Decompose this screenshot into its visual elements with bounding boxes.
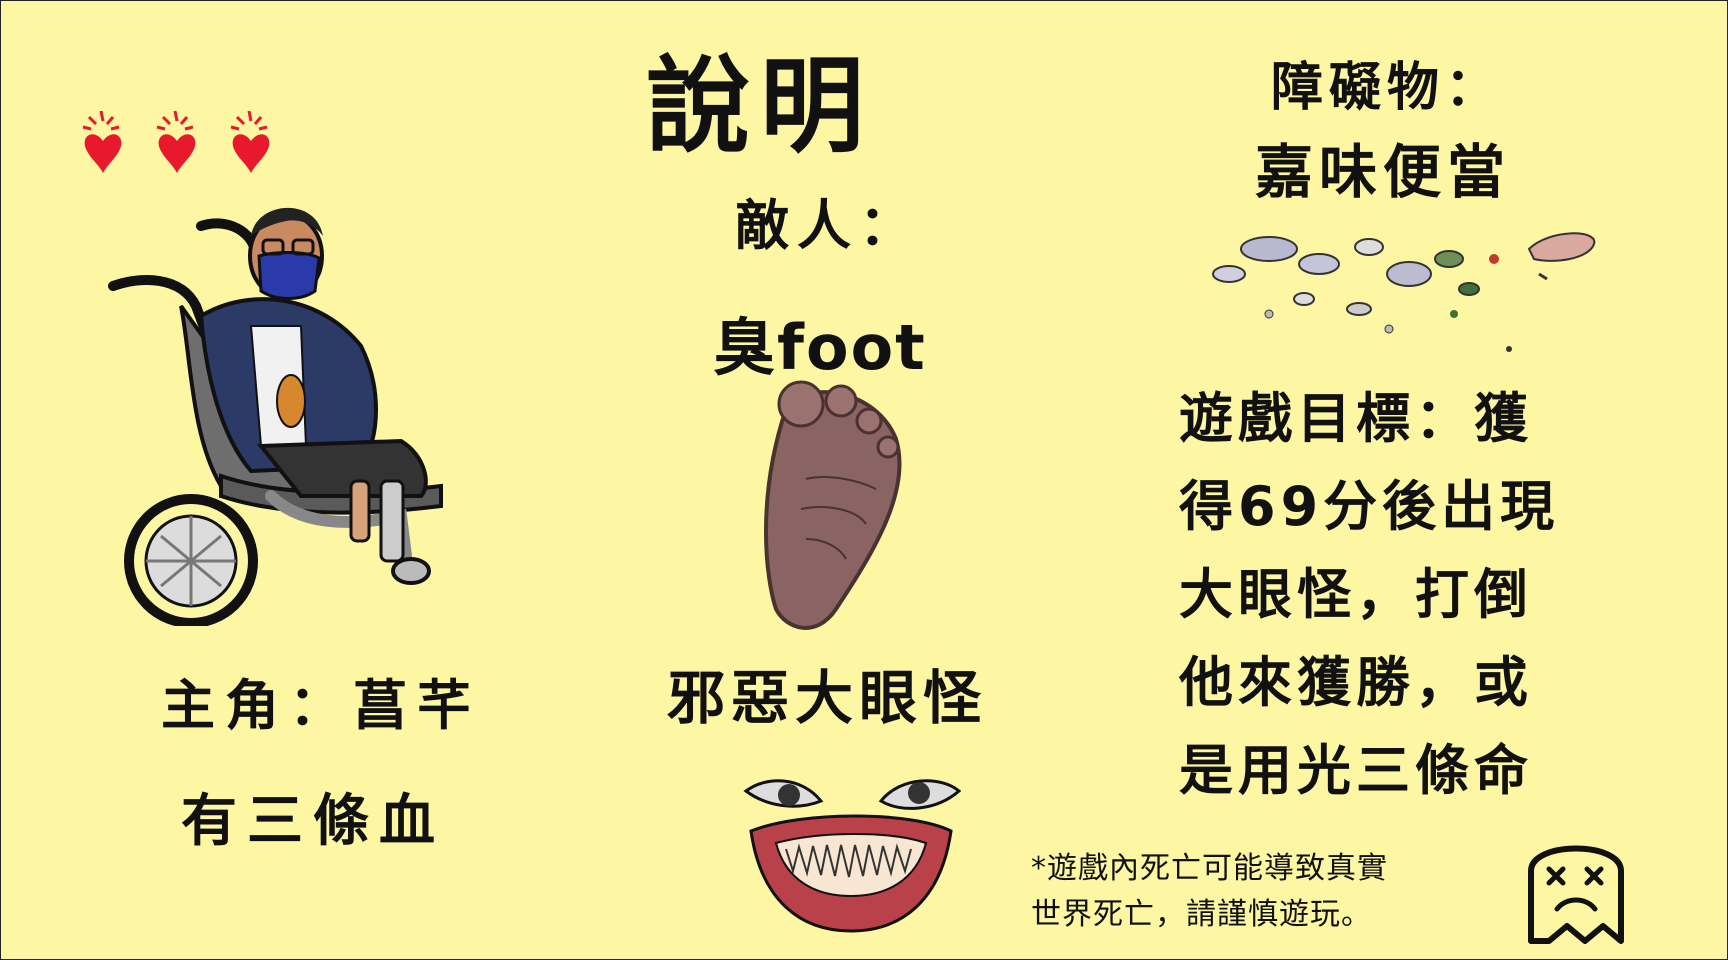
goal-line: 他來獲勝，或 [1179,651,1533,714]
protagonist-sprite [108,207,443,626]
heart-icon [156,110,196,173]
warning-line: *遊戲內死亡可能導致真實 [1031,851,1388,886]
stinky-foot-sprite [764,380,902,630]
goal-line: 大眼怪，打倒 [1179,563,1533,626]
heart-icon [230,110,270,173]
boss-label: 邪惡大眼怪 [667,664,988,732]
protagonist-label: 主角：菖芊 [161,674,481,737]
eye-monster-sprite [743,779,961,933]
enemy-label: 敵人： [735,194,921,257]
page-title: 說明 [646,45,875,167]
warning-line: 世界死亡，請謹慎遊玩。 [1031,897,1372,932]
goal-line: 遊戲目標：獲 [1179,387,1533,450]
ghost-dead-icon [1528,845,1624,944]
game-goal-text: 遊戲目標：獲 得69分後出現 大眼怪，打倒 他來獲勝，或 是用光三條命 [1179,375,1619,815]
lives-label: 有三條血 [181,789,445,854]
enemy-foot-label: 臭foot [713,311,927,384]
heart-icon [82,110,122,173]
obstacle-label: 障礙物： [1271,58,1504,118]
warning-note: *遊戲內死亡可能導致真實 世界死亡，請謹慎遊玩。 [1031,846,1388,938]
bento-obstacle-sprite [1212,232,1596,352]
lives-hearts [82,110,270,173]
goal-line: 是用光三條命 [1179,739,1533,802]
obstacle-name: 嘉味便當 [1255,138,1512,206]
goal-line: 得69分後出現 [1179,475,1560,538]
